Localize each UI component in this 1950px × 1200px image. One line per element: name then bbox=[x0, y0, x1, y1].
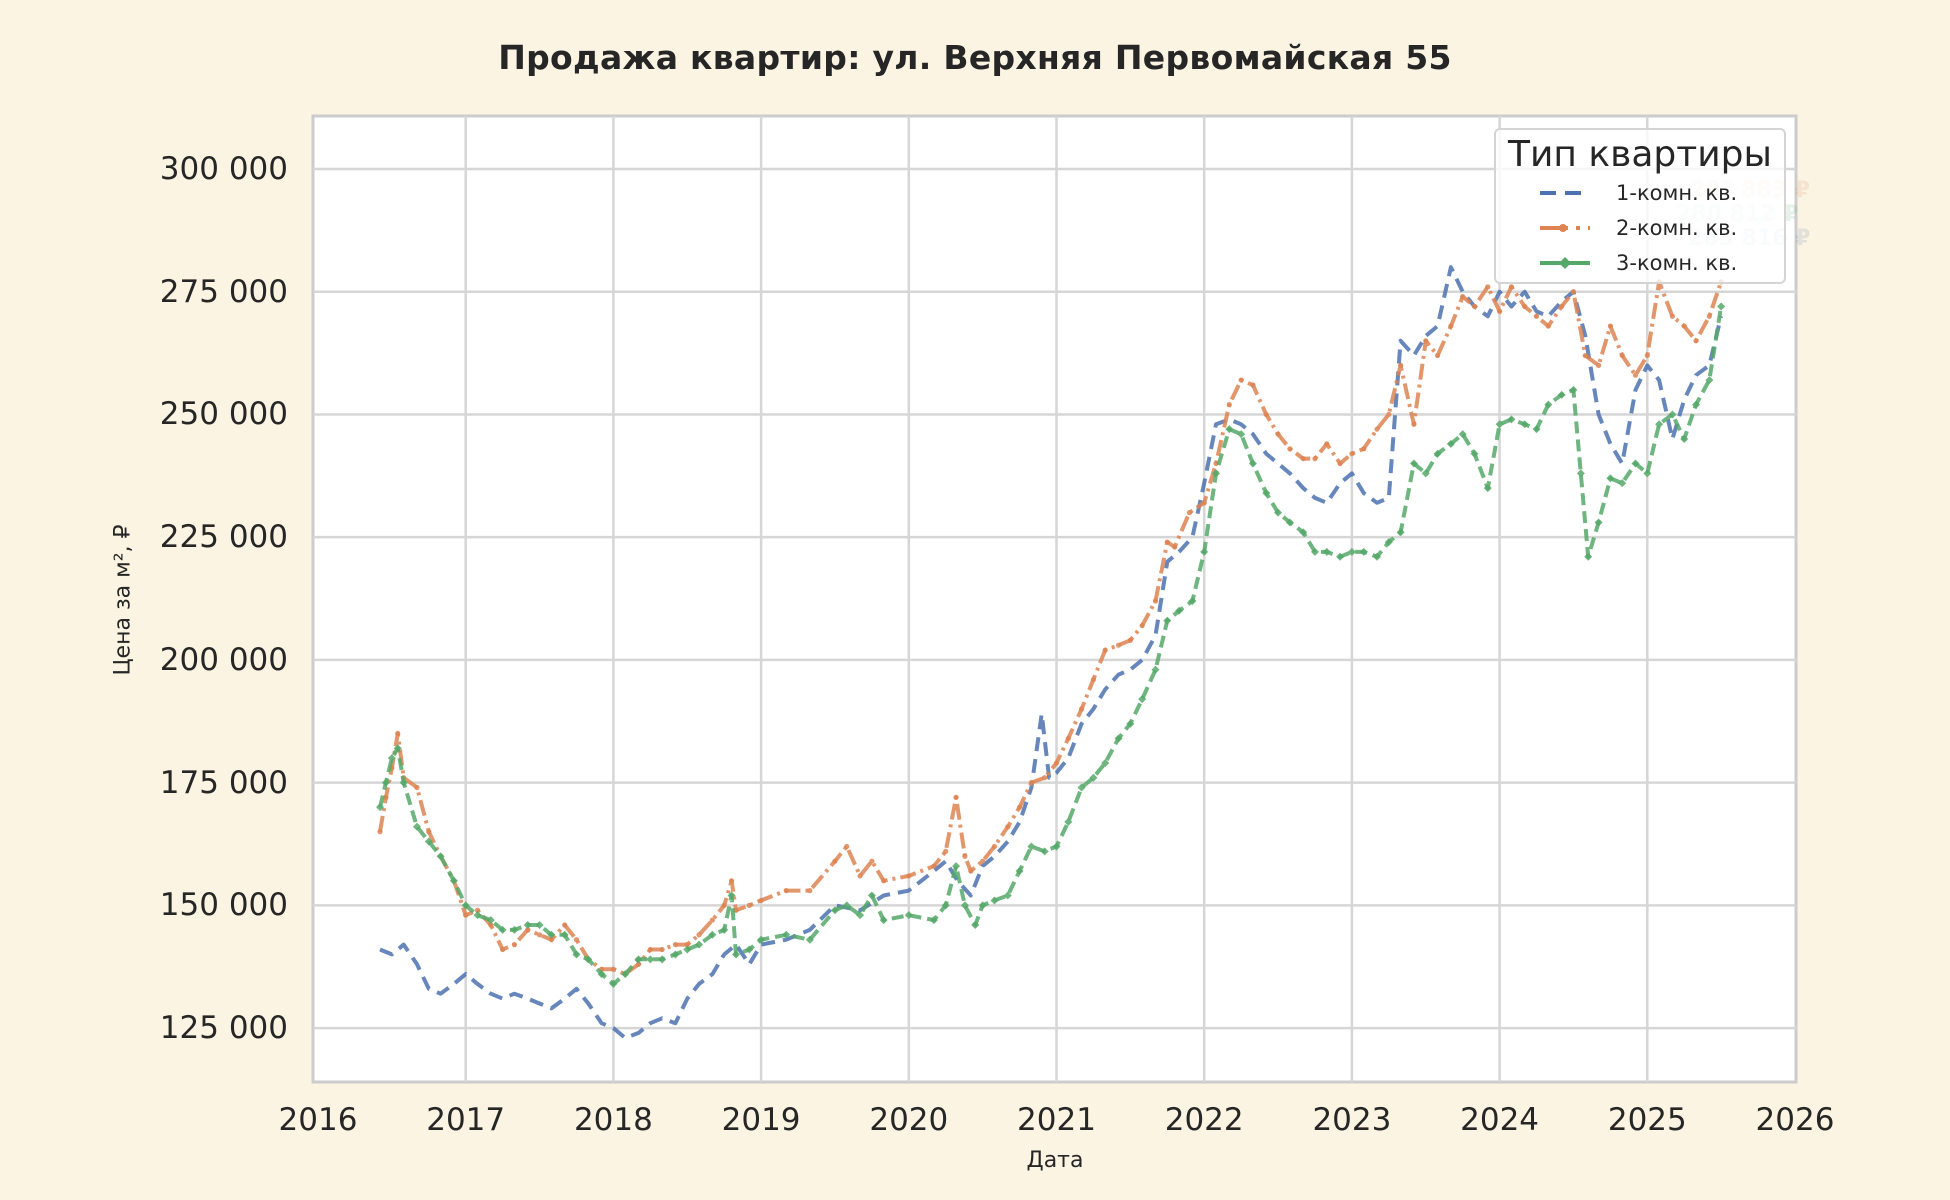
legend-title: Тип квартиры bbox=[1508, 134, 1772, 175]
y-tick-label: 275 000 bbox=[159, 273, 288, 310]
legend: Тип квартиры 1-комн. кв. 2-комн. кв. 3-к… bbox=[1494, 128, 1786, 284]
x-tick-label: 2022 bbox=[1164, 1102, 1244, 1138]
y-tick-label: 300 000 bbox=[159, 151, 288, 187]
x-tick-label: 2019 bbox=[721, 1102, 801, 1138]
dashed-line-icon bbox=[1540, 191, 1590, 195]
legend-label: 3-комн. кв. bbox=[1616, 251, 1738, 275]
series-lines bbox=[376, 265, 1726, 1040]
y-tick-label: 150 000 bbox=[159, 887, 288, 924]
legend-item-3room: 3-комн. кв. bbox=[1540, 248, 1737, 278]
legend-label: 2-комн. кв. bbox=[1616, 216, 1738, 240]
legend-item-2room: 2-комн. кв. bbox=[1540, 213, 1737, 243]
legend-label: 1-комн. кв. bbox=[1616, 181, 1738, 205]
series-line bbox=[379, 265, 1724, 1040]
x-tick-label: 2023 bbox=[1312, 1102, 1392, 1138]
y-tick-label: 225 000 bbox=[159, 519, 288, 556]
chart-title: Продажа квартир: ул. Верхняя Первомайска… bbox=[498, 38, 1452, 77]
x-tick-label: 2021 bbox=[1017, 1102, 1096, 1138]
diamond-line-icon bbox=[1540, 257, 1590, 269]
y-tick-label: 175 000 bbox=[159, 764, 288, 801]
grid-lines bbox=[313, 116, 1796, 1082]
y-tick-label: 200 000 bbox=[159, 641, 288, 678]
x-axis-label: Дата bbox=[1026, 1148, 1084, 1173]
x-tick-label: 2017 bbox=[426, 1102, 506, 1138]
y-tick-label: 250 000 bbox=[159, 396, 288, 433]
y-tick-label: 125 000 bbox=[159, 1010, 288, 1047]
x-tick-label: 2026 bbox=[1755, 1102, 1835, 1138]
dashdot-line-icon bbox=[1540, 224, 1590, 232]
y-axis-label: Цена за м², ₽ bbox=[110, 524, 136, 676]
x-tick-label: 2024 bbox=[1460, 1102, 1540, 1138]
x-tick-label: 2025 bbox=[1607, 1102, 1687, 1138]
x-tick-label: 2016 bbox=[278, 1102, 358, 1138]
x-tick-label: 2018 bbox=[573, 1102, 653, 1138]
x-tick-label: 2020 bbox=[869, 1102, 949, 1138]
legend-item-1room: 1-комн. кв. bbox=[1540, 178, 1737, 208]
